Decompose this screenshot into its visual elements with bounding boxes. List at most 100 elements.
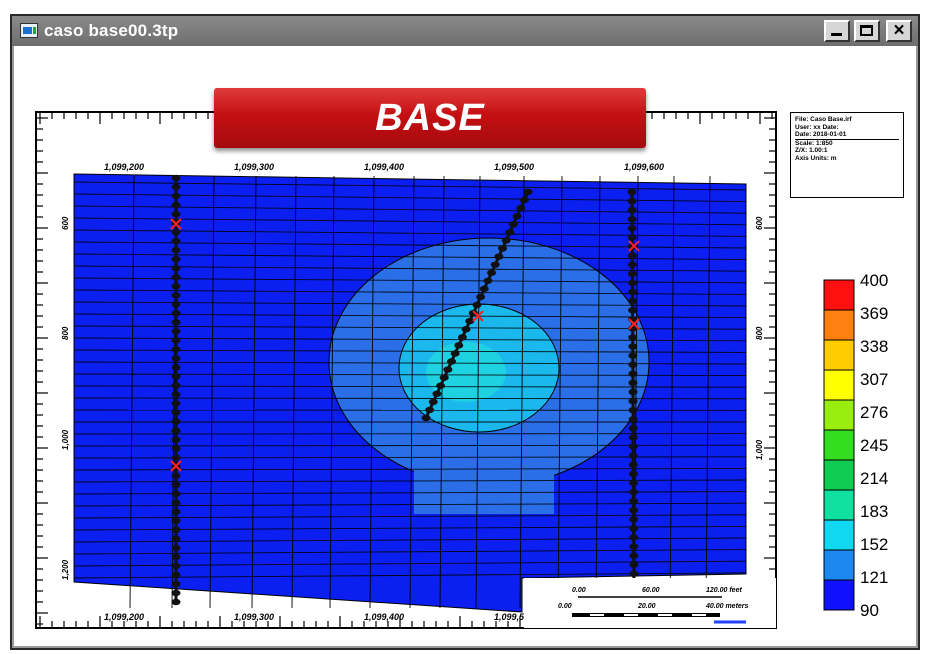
well-node [628,416,638,423]
well-node [171,265,181,272]
y-tick-label-right: 600 [755,216,764,230]
well-node [628,361,638,368]
grid-layer-line [73,217,747,226]
well-node [490,261,500,268]
grid-layer-line [73,181,747,191]
well-node [628,352,638,359]
well-node [171,337,181,344]
y-tick-label-right: 1,000 [755,439,764,460]
perforation-mark [472,310,484,322]
well-node [523,188,533,196]
grid-column-line [329,175,335,609]
legend-value-label: 338 [860,337,888,356]
well-node [171,210,181,218]
grid-column-line [669,175,675,609]
scale-label-meters: 20.00 [637,603,656,610]
well-node [425,406,435,414]
legend-value-label: 152 [860,535,888,554]
well-node [171,445,181,452]
well-node [171,328,181,335]
well-node [629,506,639,514]
well-node [171,346,181,353]
well-node [171,183,181,191]
well-node [494,253,504,260]
banner-label: BASE [375,97,485,139]
info-box-line: File: Caso Base.irf [795,116,852,123]
well-node [627,252,637,259]
y-tick-label-left: 1,200 [61,559,70,580]
well-node [628,343,638,350]
x-tick-label-top: 1,099,500 [494,162,534,172]
title-bar[interactable]: caso base00.3tp × [12,16,918,46]
legend-value-label: 90 [860,601,879,620]
well-node [171,481,181,488]
well-node [171,544,181,552]
legend-swatch [823,339,855,371]
well-node [628,288,637,296]
reservoir-plot[interactable]: 1,099,200 1,099,200 1,099,300 1,099,300 1,09… [34,110,812,630]
window-content: 1,099,200 1,099,200 1,099,300 1,099,300 1,09… [12,46,918,648]
y-tick-label-left: 600 [61,216,70,230]
perforation-mark [170,218,182,230]
legend-swatch [823,369,855,401]
legend-swatch [823,399,855,431]
well-node [512,213,522,220]
perforation-mark [170,460,182,472]
reservoir-plot-svg: 1,099,200 1,099,200 1,099,300 1,099,300 1,09… [35,111,777,629]
well-node [171,535,181,543]
well-node [627,225,637,232]
grid-column-line [557,175,563,609]
legend-value-label: 369 [860,304,888,323]
well-node [171,436,181,443]
well-node [171,400,181,407]
well-node [171,237,181,245]
well-node [628,452,638,459]
maximize-button[interactable] [854,20,880,42]
well-node [171,499,181,506]
well-node [171,562,181,570]
scale-bar-segment [624,614,638,616]
y-tick-label-left: 800 [61,326,70,340]
scale-label-feet: 120.00 feet [706,587,742,594]
well-node [628,397,638,405]
well-node [629,543,639,550]
x-tick-label-top: 1,099,300 [234,162,274,172]
minimize-button[interactable] [824,20,850,42]
well-node [171,580,181,588]
well-node [428,398,438,406]
info-box-line: Date: 2018-01-01 [795,131,847,138]
well-node [171,418,181,425]
x-tick-label-top: 1,099,200 [104,162,144,172]
legend-value-label: 183 [860,502,888,521]
grid-column-line [129,175,135,609]
well-node [454,342,464,349]
well-node [457,334,467,341]
well-node [508,221,518,228]
close-icon: × [893,20,905,41]
base-banner: BASE [214,88,646,148]
well-node [627,206,637,214]
well-node [171,553,181,561]
well-node [171,373,181,380]
app-window-icon[interactable] [20,23,38,38]
x-tick-label-bottom: 1,099,400 [364,612,404,622]
well-node [171,274,181,281]
well-node [171,598,181,606]
x-tick-label-top: 1,099,400 [364,162,404,172]
well-node [629,516,639,523]
well-node [629,497,639,505]
plot-info-box: File: Caso Base.irf User: xx Date: Date: 2… [790,112,904,198]
well-node [171,571,181,579]
well-node [171,310,181,317]
close-button[interactable]: × [886,20,912,42]
well-node [171,255,181,263]
well-node [465,317,475,325]
x-tick-label-bottom: 1,099,500 [494,612,534,622]
grid-column-line [439,175,445,609]
legend-swatch [823,309,855,341]
well-node [501,237,511,244]
well-node [483,277,493,284]
grid-column-line [595,175,601,609]
well-node [479,285,489,293]
well-node [171,427,181,434]
